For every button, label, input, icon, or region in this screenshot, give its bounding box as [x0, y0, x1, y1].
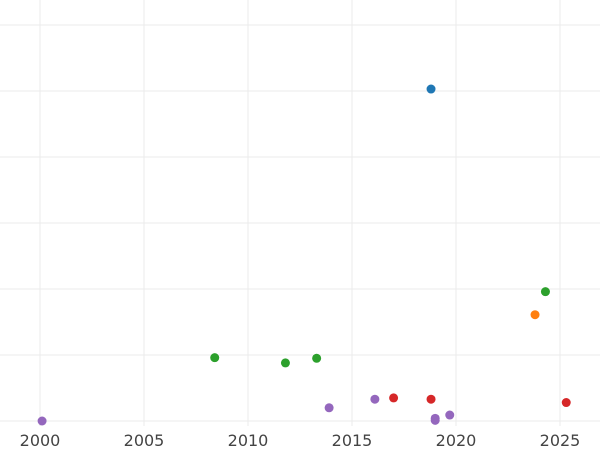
data-point-s1-p0 [530, 310, 540, 320]
grid-layer [0, 0, 600, 426]
data-point-s3-p1 [426, 394, 436, 404]
x-tick-label-2010: 2010 [228, 431, 269, 450]
data-point-s4-p4 [430, 415, 440, 425]
data-point-s0-p0 [426, 84, 436, 94]
x-tick-label-2020: 2020 [436, 431, 477, 450]
x-tick-label-2015: 2015 [332, 431, 373, 450]
data-point-s3-p2 [561, 398, 571, 408]
x-axis-ticks: 2000 2005 2010 2015 2020 2025 [20, 431, 581, 450]
data-point-s4-p5 [445, 410, 455, 420]
data-point-s2-p2 [312, 353, 322, 363]
data-point-s2-p0 [210, 353, 220, 363]
data-point-s4-p1 [324, 403, 334, 413]
x-tick-label-2025: 2025 [540, 431, 581, 450]
x-tick-label-2000: 2000 [20, 431, 61, 450]
data-point-s3-p0 [389, 393, 399, 403]
x-tick-label-2005: 2005 [124, 431, 165, 450]
data-point-s2-p3 [540, 287, 550, 297]
data-point-s2-p1 [280, 358, 290, 368]
points-layer [37, 84, 571, 426]
data-point-s4-p2 [370, 394, 380, 404]
data-point-s4-p0 [37, 416, 47, 426]
